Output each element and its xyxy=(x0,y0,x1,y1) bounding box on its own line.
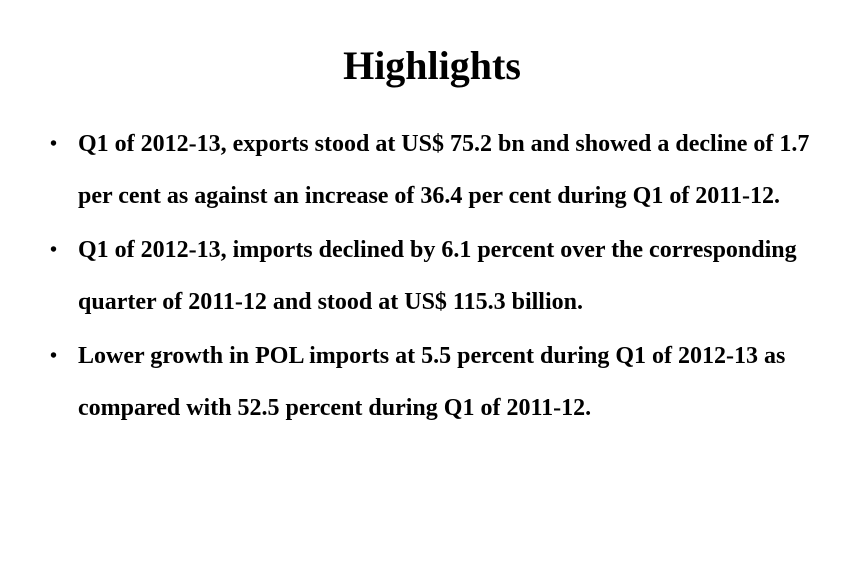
bullet-item: • Lower growth in POL imports at 5.5 per… xyxy=(48,330,838,434)
bullet-text: Q1 of 2012-13, imports declined by 6.1 p… xyxy=(78,237,797,315)
bullet-item: • Q1 of 2012-13, imports declined by 6.1… xyxy=(48,224,838,328)
bullet-icon: • xyxy=(50,345,58,367)
slide-title: Highlights xyxy=(343,43,521,88)
bullet-list: • Q1 of 2012-13, exports stood at US$ 75… xyxy=(48,118,838,436)
bullet-item: • Q1 of 2012-13, exports stood at US$ 75… xyxy=(48,118,838,222)
bullet-text: Q1 of 2012-13, exports stood at US$ 75.2… xyxy=(78,131,810,209)
bullet-text: Lower growth in POL imports at 5.5 perce… xyxy=(78,343,786,421)
bullet-icon: • xyxy=(50,239,58,261)
bullet-icon: • xyxy=(50,133,58,155)
